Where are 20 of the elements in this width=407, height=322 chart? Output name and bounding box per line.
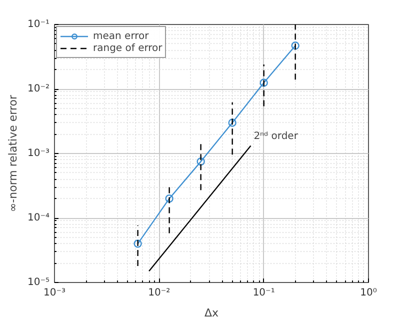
annotation: 2ⁿᵈ order bbox=[254, 131, 299, 142]
point bbox=[228, 118, 236, 127]
y-tick-label: 10⁻⁵ bbox=[27, 277, 50, 288]
point bbox=[260, 78, 268, 87]
y-tick-label: 10⁻⁴ bbox=[27, 212, 50, 224]
y-tick-label: 10⁻¹ bbox=[27, 19, 50, 30]
legend-label: range of error bbox=[93, 42, 162, 54]
x-tick-label: 10⁻² bbox=[148, 288, 170, 298]
point bbox=[165, 194, 174, 203]
point bbox=[196, 157, 205, 166]
x-tick-label: 10⁻¹ bbox=[252, 288, 275, 298]
x-axis-title: Δx bbox=[204, 306, 220, 320]
x-tick-label: 10⁻³ bbox=[43, 288, 66, 298]
y-tick-label: 10⁻³ bbox=[27, 148, 50, 159]
x-tick-label: 10⁰ bbox=[360, 288, 377, 298]
y-axis-title: ∞-norm relative error bbox=[6, 94, 20, 212]
point bbox=[291, 42, 300, 50]
legend-label: mean error bbox=[93, 30, 149, 42]
y-tick-label: 10⁻² bbox=[27, 84, 50, 94]
point bbox=[134, 240, 142, 248]
